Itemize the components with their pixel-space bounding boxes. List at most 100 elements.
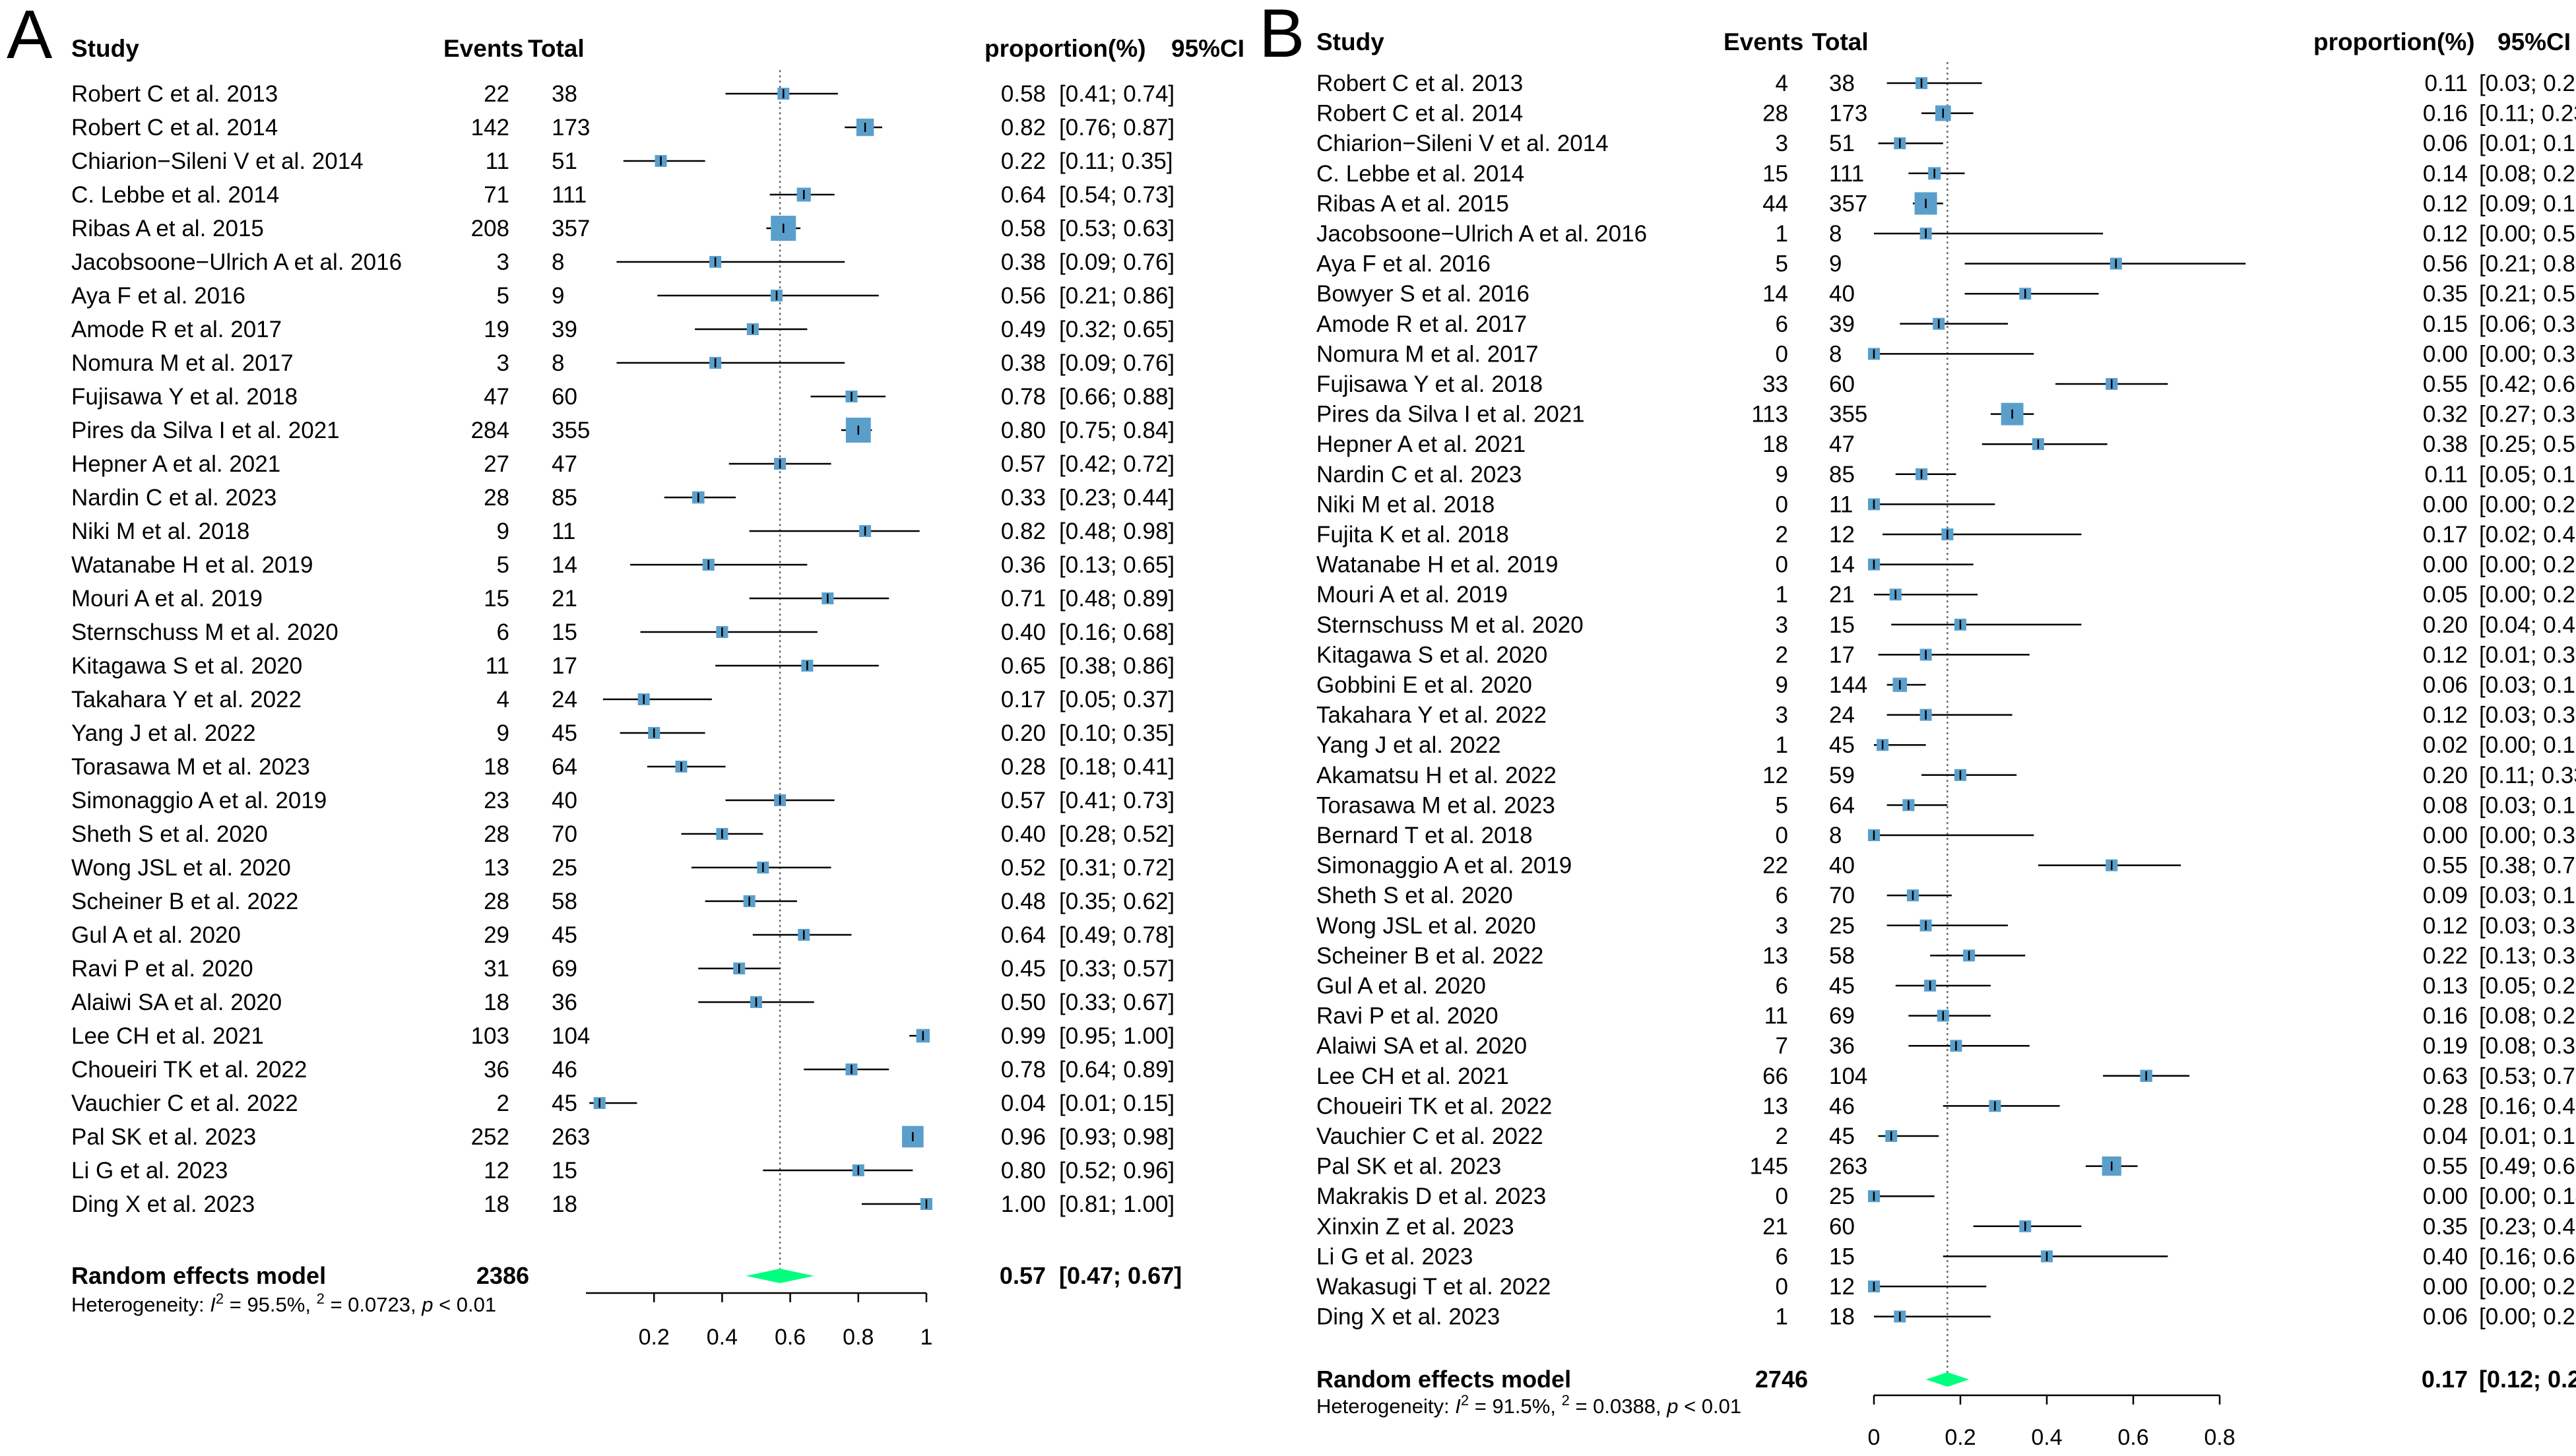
study-total: 40 [1829,853,1855,879]
study-proportion: 0.82 [1001,115,1046,141]
study-events: 6 [497,619,509,645]
study-name: Jacobsoone−Ulrich A et al. 2016 [1316,221,1647,247]
study-name: Fujisawa Y et al. 2018 [71,384,298,410]
summary-proportion: 0.57 [1000,1262,1046,1289]
study-events: 6 [1776,1244,1788,1269]
summary-label: Random effects model [1316,1366,1571,1393]
study-proportion: 0.64 [1001,922,1046,948]
study-ci: [0.38; 0.86] [1059,653,1175,679]
study-total: 14 [552,552,577,578]
study-ci: [0.21; 0.86] [2479,251,2576,277]
study-events: 28 [484,889,509,914]
study-events: 15 [484,586,509,612]
study-proportion: 0.71 [1001,586,1046,612]
summary-total: 2386 [476,1262,529,1289]
study-events: 18 [484,754,509,780]
study-name: Pires da Silva I et al. 2021 [1316,402,1585,427]
study-name: Fujisawa Y et al. 2018 [1316,371,1543,397]
study-proportion: 0.35 [2423,281,2468,307]
study-total: 8 [552,249,564,275]
study-name: Pires da Silva I et al. 2021 [71,418,340,443]
study-name: Lee CH et al. 2021 [1316,1063,1509,1089]
heterogeneity-part: 2 [1461,1392,1469,1409]
study-events: 4 [497,687,509,712]
study-total: 25 [1829,1184,1855,1209]
study-proportion: 0.13 [2423,973,2468,999]
study-proportion: 0.99 [1001,1023,1046,1049]
study-events: 13 [1762,1093,1788,1119]
heterogeneity-part: p [421,1293,433,1316]
study-total: 59 [1829,763,1855,788]
study-events: 28 [1762,101,1788,127]
study-total: 85 [552,485,577,511]
study-events: 13 [1762,943,1788,968]
study-events: 0 [1776,823,1788,848]
study-ci: [0.05; 0.37] [1059,687,1175,712]
study-ci: [0.48; 0.89] [1059,586,1175,612]
study-ci: [0.16; 0.43] [2479,1093,2576,1119]
study-proportion: 0.06 [2423,131,2468,156]
study-ci: [0.42; 0.72] [1059,451,1175,477]
heterogeneity-part: 2 [1562,1392,1570,1409]
study-name: Akamatsu H et al. 2022 [1316,763,1557,788]
study-ci: [0.16; 0.68] [1059,619,1175,645]
study-proportion: 0.38 [1001,249,1046,275]
study-events: 31 [484,956,509,982]
study-name: Wong JSL et al. 2020 [71,855,291,881]
study-events: 3 [1776,131,1788,156]
study-proportion: 0.12 [2423,191,2468,216]
study-total: 45 [1829,1124,1855,1149]
study-events: 12 [484,1158,509,1184]
study-name: Sternschuss M et al. 2020 [1316,612,1584,638]
study-events: 9 [1776,462,1788,488]
study-total: 45 [1829,732,1855,758]
header-95ci: 95%CI [2497,28,2571,55]
study-events: 1 [1776,221,1788,247]
study-name: Niki M et al. 2018 [71,519,249,544]
study-total: 39 [1829,311,1855,337]
study-name: Scheiner B et al. 2022 [1316,943,1543,968]
study-ci: [0.05; 0.27] [2479,973,2576,999]
header-events: Events [1723,28,1803,55]
study-ci: [0.03; 0.25] [2479,71,2576,96]
study-proportion: 0.48 [1001,889,1046,914]
heterogeneity-part: 2 [317,1290,325,1307]
study-total: 85 [1829,462,1855,488]
study-events: 44 [1762,191,1788,216]
x-tick-label: 0.4 [2031,1425,2062,1450]
study-total: 18 [1829,1304,1855,1330]
study-ci: [0.01; 0.15] [1059,1091,1175,1116]
study-name: Takahara Y et al. 2022 [71,687,302,712]
study-proportion: 0.12 [2423,221,2468,247]
study-ci: [0.42; 0.68] [2479,371,2576,397]
study-ci: [0.11; 0.23] [2479,101,2576,127]
study-name: Xinxin Z et al. 2023 [1316,1214,1514,1240]
study-name: Sheth S et al. 2020 [71,821,268,847]
study-ci: [0.00; 0.27] [2479,1304,2576,1330]
study-total: 14 [1829,552,1855,578]
study-name: Aya F et al. 2016 [71,283,245,309]
study-ci: [0.03; 0.31] [2479,913,2576,939]
study-ci: [0.10; 0.35] [1059,720,1175,746]
study-proportion: 0.00 [2423,1184,2468,1209]
study-total: 46 [1829,1093,1855,1119]
study-name: Ravi P et al. 2020 [1316,1003,1498,1029]
study-proportion: 0.02 [2423,732,2468,758]
study-events: 7 [1776,1033,1788,1059]
study-name: Lee CH et al. 2021 [71,1023,264,1049]
study-total: 47 [552,451,577,477]
study-ci: [0.53; 0.73] [2479,1063,2576,1089]
study-total: 144 [1829,672,1867,698]
study-proportion: 0.56 [1001,283,1046,309]
study-total: 64 [1829,792,1855,818]
study-ci: [0.64; 0.89] [1059,1057,1175,1083]
study-name: Mouri A et al. 2019 [1316,582,1508,608]
study-proportion: 0.78 [1001,384,1046,410]
study-events: 22 [1762,853,1788,879]
study-name: Sternschuss M et al. 2020 [71,619,338,645]
study-proportion: 0.33 [1001,485,1046,511]
summary-diamond [746,1269,814,1283]
study-name: Wong JSL et al. 2020 [1316,913,1536,939]
study-events: 66 [1762,1063,1788,1089]
